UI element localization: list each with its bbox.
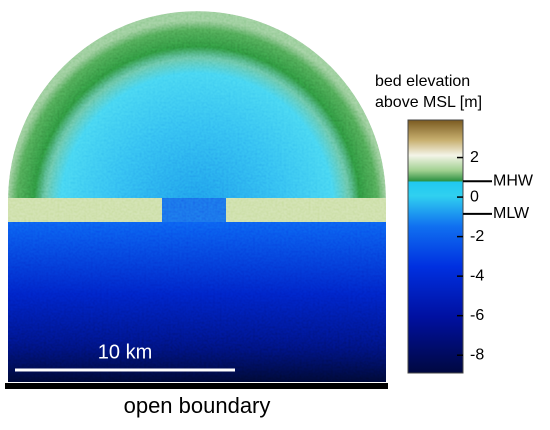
colorbar-title: bed elevation: [375, 73, 470, 90]
tick-label: 2: [470, 149, 479, 166]
level-label: MHW: [493, 172, 534, 189]
colorbar-title: above MSL [m]: [375, 94, 482, 111]
tick-label: -2: [470, 228, 484, 245]
tick-label: -8: [470, 346, 484, 363]
scale-label: 10 km: [98, 341, 152, 363]
colorbar: [407, 119, 464, 374]
boundary-label: open boundary: [124, 393, 271, 418]
tick-label: 0: [470, 188, 479, 205]
tick-label: -6: [470, 307, 484, 324]
tick-label: -4: [470, 267, 484, 284]
elevation-map: [8, 11, 386, 382]
boundary-line: [5, 383, 388, 389]
level-label: MLW: [493, 205, 530, 222]
